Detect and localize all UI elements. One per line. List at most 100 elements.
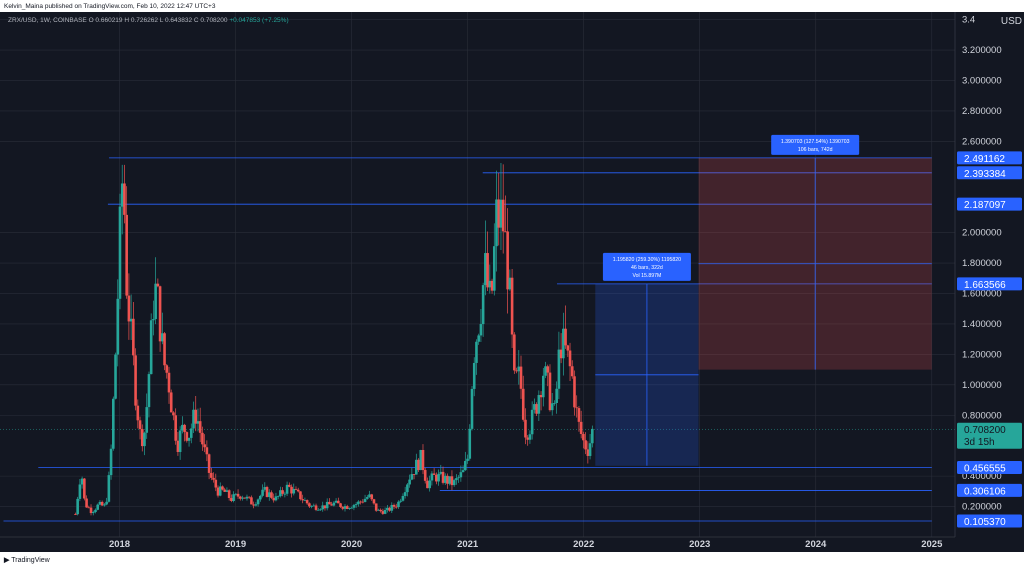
candle-body	[250, 497, 253, 505]
candle-body	[323, 505, 327, 509]
footer-bar: ▶ TradingView	[0, 552, 1024, 571]
candle-body	[575, 407, 579, 409]
candle-body	[94, 509, 97, 513]
candle-body	[584, 440, 587, 450]
candle-body	[116, 298, 120, 355]
candle-body	[230, 498, 233, 502]
candle-body	[89, 507, 93, 514]
legend-close: C 0.708200	[193, 17, 228, 24]
candle-body	[343, 506, 347, 509]
candle-body	[428, 480, 431, 489]
candle-body	[470, 388, 474, 429]
candle-body	[448, 476, 452, 484]
candle-body	[341, 506, 345, 509]
candle-body	[546, 366, 550, 373]
candle-body	[74, 514, 77, 515]
tradingview-logo: ▶ TradingView	[4, 556, 50, 564]
candle-body	[296, 489, 300, 492]
candle-body	[283, 493, 287, 495]
candle-body	[172, 412, 175, 416]
candle-body	[390, 504, 394, 511]
candle-body	[105, 501, 108, 505]
candle-body	[555, 388, 558, 403]
candle-body	[288, 484, 291, 487]
time-tick-label: 2024	[805, 539, 827, 550]
candles	[74, 163, 594, 516]
candle-body	[499, 199, 503, 228]
candle-body	[515, 370, 518, 372]
candle-body	[301, 499, 304, 501]
price-label-bg	[957, 483, 1022, 497]
candle-body	[568, 350, 572, 367]
price-tick-label: 1.800000	[962, 258, 1002, 269]
candle-body	[236, 493, 240, 497]
candle-body	[459, 472, 463, 478]
candle-body	[85, 498, 88, 508]
price-label: 1.663566	[964, 280, 1006, 291]
candle-body	[544, 366, 547, 376]
candle-body	[285, 484, 289, 494]
candle-body	[426, 480, 429, 489]
candle-body	[586, 449, 590, 456]
candle-body	[530, 409, 534, 435]
candle-body	[412, 474, 416, 475]
measurement-label-text: Vol 15.897M	[632, 273, 661, 279]
candle-body	[201, 432, 204, 445]
candle-body	[254, 504, 258, 506]
candle-body	[374, 503, 378, 511]
candle-body	[308, 503, 311, 507]
candle-body	[112, 398, 115, 449]
candle-body	[345, 506, 349, 509]
candle-body	[292, 488, 296, 494]
candle-body	[316, 509, 320, 511]
candle-body	[243, 497, 247, 499]
chart-pane[interactable]: 1.195820 (259.30%) 1195820 46 bars, 322d V…	[0, 12, 1024, 552]
price-label-bg	[957, 166, 1022, 180]
candle-body	[475, 341, 478, 363]
candle-body	[276, 496, 280, 497]
candle-body	[125, 214, 128, 296]
candle-body	[247, 496, 251, 498]
candle-body	[178, 430, 182, 452]
candle-body	[252, 504, 255, 506]
candle-body	[519, 366, 523, 389]
candle-body	[207, 454, 211, 473]
candle-body	[535, 404, 538, 414]
time-axis: 2018 2019 2020 2021 2022 2023 2024 2025	[0, 536, 955, 550]
candle-body	[294, 488, 298, 490]
candle-body	[212, 477, 215, 480]
candle-body	[234, 493, 238, 495]
time-tick-label: 2021	[457, 539, 479, 550]
candle-body	[383, 509, 387, 514]
candle-body	[553, 402, 556, 404]
candle-body	[169, 392, 173, 413]
price-chart[interactable]: 1.195820 (259.30%) 1195820 46 bars, 322d V…	[0, 12, 1024, 552]
candle-body	[156, 283, 160, 287]
candle-body	[205, 447, 209, 455]
candle-body	[450, 476, 454, 486]
candle-body	[417, 459, 420, 471]
symbol-legend: ZRX/USD, 1W, COINBASE O 0.660219 H 0.726…	[8, 17, 289, 24]
candle-body	[167, 372, 171, 393]
candle-body	[310, 506, 313, 507]
candle-body	[78, 484, 82, 499]
legend-open: O 0.660219	[88, 17, 123, 24]
candle-body	[350, 507, 353, 509]
candle-body	[437, 473, 440, 482]
currency-label: USD	[1001, 16, 1022, 27]
candle-body	[392, 504, 396, 507]
measurement-label-text: 1.195820 (259.30%) 1195820	[613, 257, 681, 263]
candle-body	[441, 471, 445, 483]
candle-body	[312, 505, 316, 507]
candle-body	[403, 492, 407, 496]
candle-body	[256, 499, 260, 505]
candle-body	[76, 498, 79, 515]
candle-body	[337, 500, 340, 504]
candle-body	[174, 415, 177, 441]
candle-body	[559, 349, 563, 359]
price-tick-label: 0.200000	[962, 502, 1002, 513]
candle-body	[372, 499, 376, 504]
candle-body	[388, 507, 391, 511]
candle-body	[91, 512, 95, 514]
price-label-bg	[957, 277, 1022, 291]
